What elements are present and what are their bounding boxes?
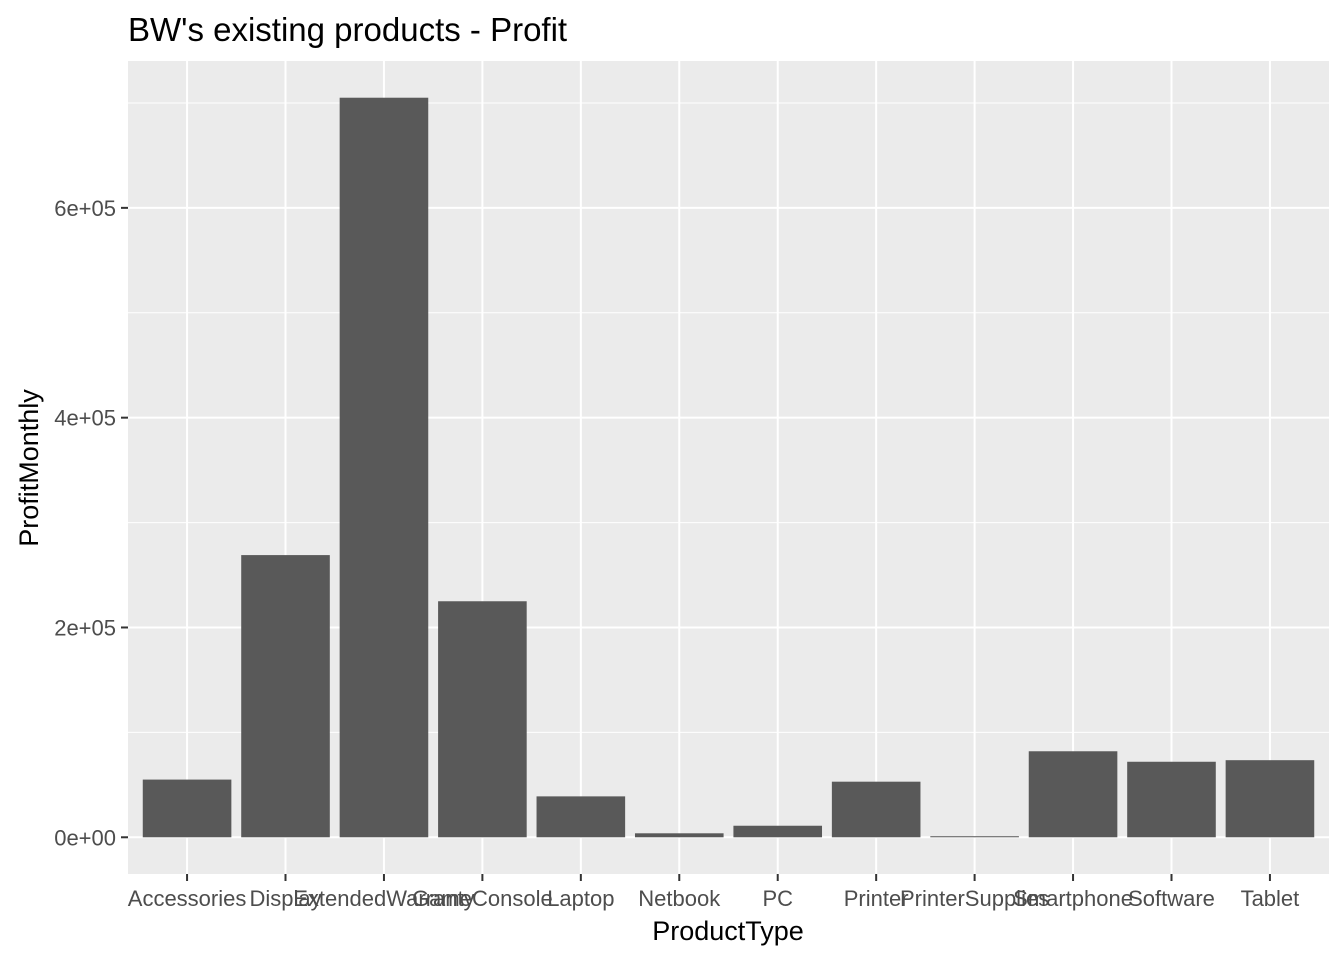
bar-netbook <box>634 833 724 838</box>
bar-printer <box>831 781 921 838</box>
x-tick-label: GameConsole <box>412 886 553 911</box>
bar-laptop <box>536 796 626 838</box>
bar-software <box>1127 761 1216 838</box>
bar-accessories <box>142 779 232 838</box>
bar-printersupplies <box>930 836 1019 838</box>
x-tick-label: Printer <box>844 886 909 911</box>
x-axis: Accessories DisplayExtendedWarrantyGameCo… <box>128 874 1300 911</box>
x-tick-label: Netbook <box>638 886 721 911</box>
bar-display <box>241 555 330 838</box>
x-tick-label: Display <box>249 886 321 911</box>
y-tick-label: 0e+00 <box>54 825 116 850</box>
bar-extendedwarranty <box>339 97 429 838</box>
chart-title: BW's existing products - Profit <box>128 11 567 48</box>
x-tick-label: PrinterSupplies <box>900 886 1049 911</box>
y-tick-label: 4e+05 <box>54 406 116 431</box>
x-tick-label: PC <box>762 886 793 911</box>
x-tick-label: Laptop <box>547 886 614 911</box>
x-tick-label: Software <box>1128 886 1215 911</box>
y-tick-label: 6e+05 <box>54 196 116 221</box>
y-axis: 0e+00 2e+05 4e+05 6e+05 <box>54 196 128 850</box>
x-axis-title: ProductType <box>652 916 804 946</box>
x-tick-label: Tablet <box>1241 886 1300 911</box>
bar-smartphone <box>1028 751 1118 838</box>
x-tick-label: ExtendedWarranty <box>293 886 474 911</box>
y-tick-label: 2e+05 <box>54 615 116 640</box>
bar-tablet <box>1225 760 1315 838</box>
bar-pc <box>733 825 823 838</box>
x-tick-label: Smartphone <box>1013 886 1133 911</box>
bars <box>142 97 1315 838</box>
y-axis-title: ProfitMonthly <box>14 389 44 547</box>
bar-gameconsole <box>438 601 527 838</box>
x-tick-label: Accessories <box>128 886 247 911</box>
